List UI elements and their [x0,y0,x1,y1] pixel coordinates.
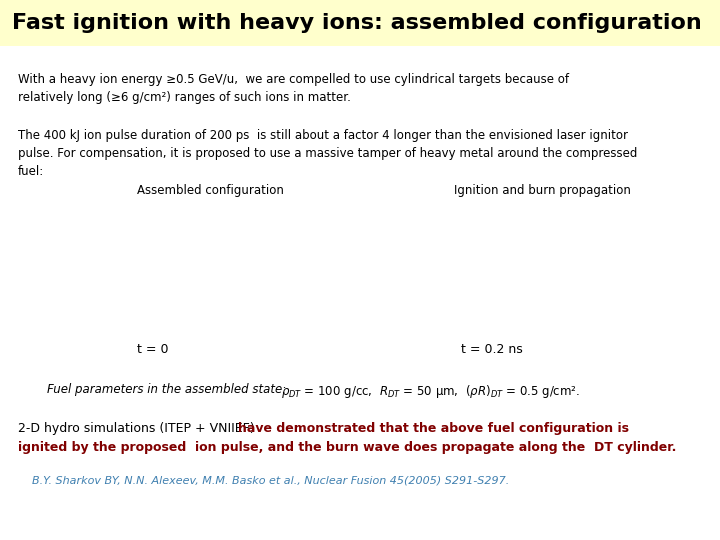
Text: t = 0: t = 0 [137,343,168,356]
Text: 2-D hydro simulations (ITEP + VNIIEF): 2-D hydro simulations (ITEP + VNIIEF) [18,422,258,435]
Text: The 400 kJ ion pulse duration of 200 ps  is still about a factor 4 longer than t: The 400 kJ ion pulse duration of 200 ps … [18,129,628,141]
Text: $\rho_{DT}$ = 100 g/cc,  $R_{DT}$ = 50 μm,  $(\rho R)_{DT}$ = 0.5 g/cm².: $\rho_{DT}$ = 100 g/cc, $R_{DT}$ = 50 μm… [281,383,580,400]
Text: ignited by the proposed  ion pulse, and the burn wave does propagate along the  : ignited by the proposed ion pulse, and t… [18,441,676,454]
Text: Fuel parameters in the assembled state:: Fuel parameters in the assembled state: [47,383,286,396]
FancyBboxPatch shape [0,0,720,46]
Text: Ignition and burn propagation: Ignition and burn propagation [454,184,631,197]
Text: With a heavy ion energy ≥0.5 GeV/u,  we are compelled to use cylindrical targets: With a heavy ion energy ≥0.5 GeV/u, we a… [18,73,569,104]
Text: fuel:: fuel: [18,165,44,178]
Text: have demonstrated that the above fuel configuration is: have demonstrated that the above fuel co… [238,422,629,435]
Text: pulse. For compensation, it is proposed to use a massive tamper of heavy metal a: pulse. For compensation, it is proposed … [18,147,637,160]
Text: Fast ignition with heavy ions: assembled configuration: Fast ignition with heavy ions: assembled… [12,13,701,33]
Text: B.Y. Sharkov BY, N.N. Alexeev, M.M. Basko et al., Nuclear Fusion 45(2005) S291-S: B.Y. Sharkov BY, N.N. Alexeev, M.M. Bask… [32,475,510,485]
Text: Assembled configuration: Assembled configuration [137,184,284,197]
Text: t = 0.2 ns: t = 0.2 ns [461,343,523,356]
